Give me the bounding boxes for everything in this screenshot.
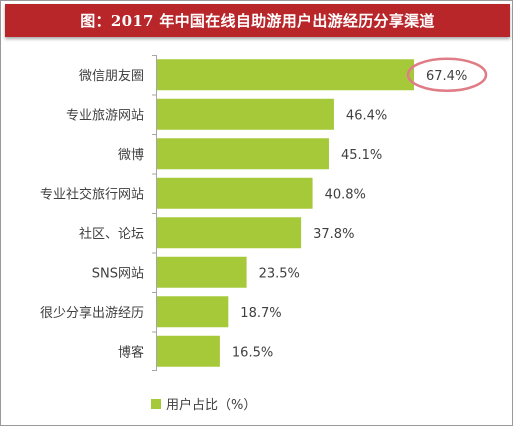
legend: 用户占比（%） <box>151 394 256 413</box>
value-label: 45.1% <box>341 148 382 163</box>
title-bar: 图：2017 年中国在线自助游用户出游经历分享渠道 <box>5 4 510 37</box>
category-label: 专业社交旅行网站 <box>40 186 144 202</box>
category-label: 微博 <box>118 148 144 163</box>
bar <box>157 59 414 91</box>
category-label: 社区、论坛 <box>79 226 144 242</box>
category-label: 博客 <box>118 344 144 360</box>
value-label: 40.8% <box>325 187 366 202</box>
category-label: 微信朋友圈 <box>79 68 144 84</box>
chart-title: 图：2017 年中国在线自助游用户出游经历分享渠道 <box>80 12 435 30</box>
legend-label: 用户占比（%） <box>166 398 257 413</box>
value-label: 37.8% <box>313 227 354 242</box>
category-label: 专业旅游网站 <box>66 108 144 123</box>
value-label: 23.5% <box>259 266 300 281</box>
category-label: 很少分享出游经历 <box>40 305 144 321</box>
value-label: 46.4% <box>346 108 387 123</box>
legend-swatch <box>151 398 161 409</box>
category-label: SNS网站 <box>92 266 144 281</box>
bar <box>157 256 247 288</box>
bar <box>157 296 229 328</box>
value-label: 16.5% <box>232 345 273 360</box>
bar <box>157 138 329 170</box>
bar <box>157 335 220 367</box>
value-label: 18.7% <box>240 306 281 321</box>
value-label: 67.4% <box>426 69 467 84</box>
highlight-ellipse <box>406 57 488 92</box>
bar <box>157 217 302 249</box>
bar <box>157 98 334 130</box>
bar <box>157 177 313 209</box>
